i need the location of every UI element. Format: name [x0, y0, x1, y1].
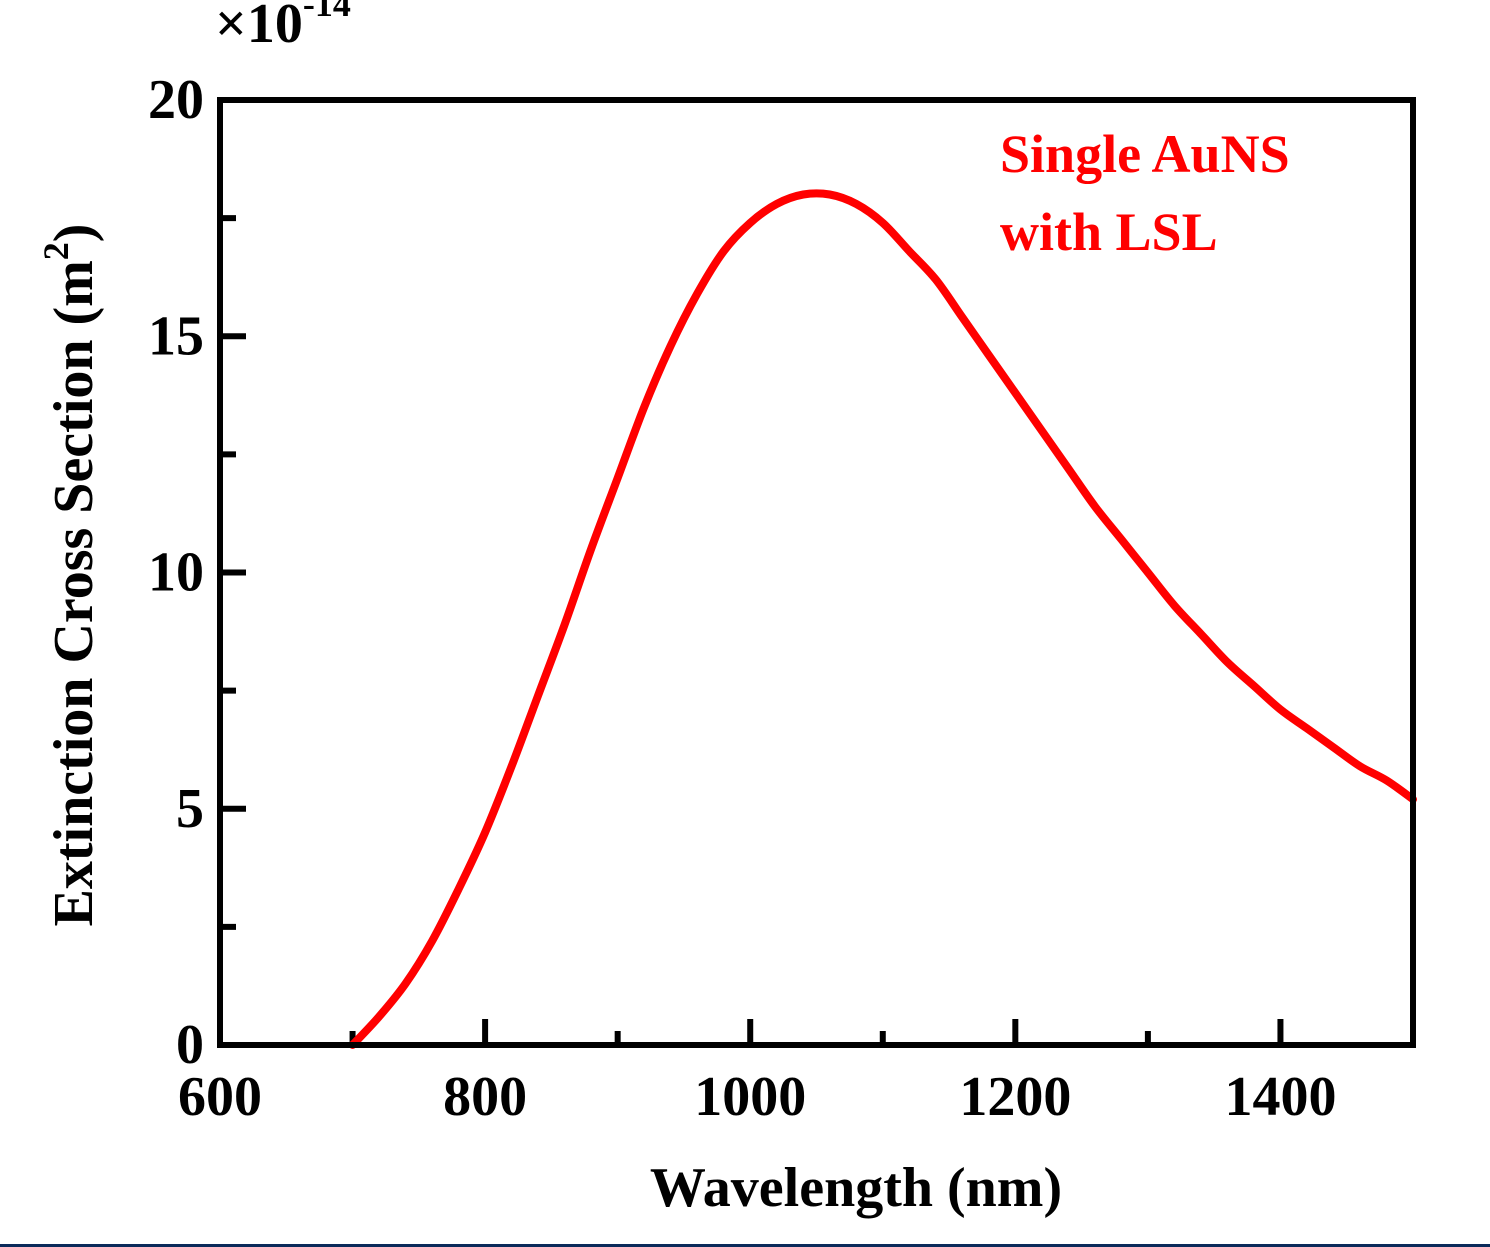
- y-axis-title-close: ): [43, 224, 105, 243]
- y-axis-title: Extinction Cross Section (m2): [36, 224, 105, 927]
- x-tick-label: 1000: [694, 1066, 806, 1128]
- y-multiplier-label: ×10-14: [215, 0, 351, 55]
- x-tick-label: 1200: [959, 1066, 1071, 1128]
- bottom-border: [0, 1244, 1490, 1247]
- y-tick-label: 0: [176, 1014, 204, 1076]
- series-layer: [348, 189, 1417, 1049]
- x-tick-labels: 600 800 1000 1200 1400: [178, 1066, 1336, 1128]
- y-tick-label: 20: [148, 69, 204, 131]
- y-multiplier-exponent: -14: [303, 0, 351, 24]
- y-tick-label: 5: [176, 778, 204, 840]
- annotation-line-1: Single AuNS: [1000, 124, 1290, 184]
- plot-frame: [217, 97, 1416, 1048]
- x-axis-title: Wavelength (nm): [650, 1157, 1062, 1219]
- x-tick-label: 600: [178, 1066, 262, 1128]
- x-tick-label: 800: [443, 1066, 527, 1128]
- x-tick-label: 1400: [1224, 1066, 1336, 1128]
- y-tick-label: 15: [148, 305, 204, 367]
- y-axis-title-superscript: 2: [36, 242, 76, 260]
- y-axis-title-main: Extinction Cross Section (m: [43, 260, 105, 926]
- series-annotation: Single AuNS with LSL: [1000, 124, 1303, 262]
- y-multiplier-base: ×10: [215, 0, 303, 55]
- y-tick-label: 10: [148, 542, 204, 604]
- y-tick-labels: 0 5 10 15 20: [148, 69, 204, 1076]
- annotation-line-2: with LSL: [1000, 202, 1218, 262]
- series-line: [348, 189, 1417, 1049]
